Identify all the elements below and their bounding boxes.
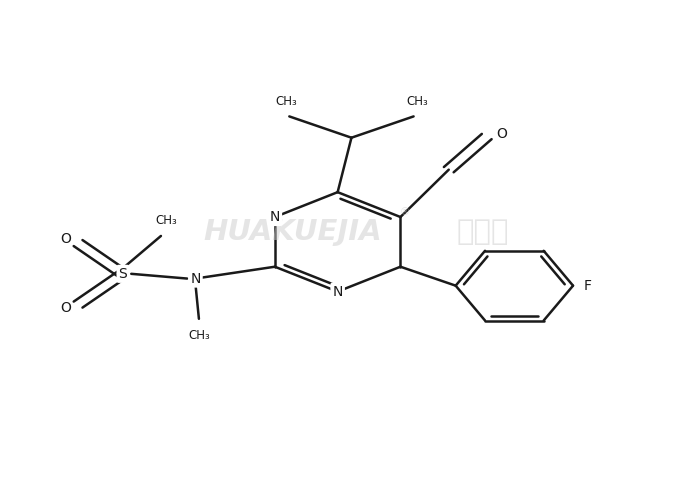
Text: N: N xyxy=(269,210,280,224)
Text: F: F xyxy=(584,279,592,293)
Text: N: N xyxy=(333,285,343,298)
Text: CH₃: CH₃ xyxy=(275,95,296,108)
Text: S: S xyxy=(118,267,127,281)
Text: O: O xyxy=(61,301,71,315)
Text: CH₃: CH₃ xyxy=(156,215,177,228)
Text: 化学加: 化学加 xyxy=(457,218,509,246)
Text: ®: ® xyxy=(400,207,410,217)
Text: HUAKUEJIA: HUAKUEJIA xyxy=(203,218,382,246)
Text: CH₃: CH₃ xyxy=(406,95,428,108)
Text: N: N xyxy=(190,272,200,285)
Text: O: O xyxy=(496,127,507,141)
Text: CH₃: CH₃ xyxy=(188,329,209,342)
Text: O: O xyxy=(61,232,71,246)
